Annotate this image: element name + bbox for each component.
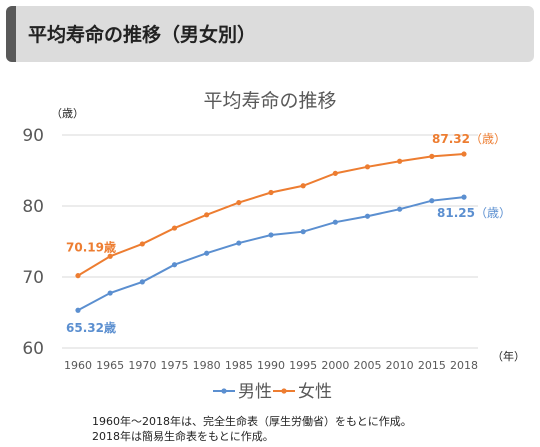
data-point-male <box>397 206 403 212</box>
annotation-male-end: 81.25（歳） <box>437 206 511 220</box>
x-tick-label: 2010 <box>386 359 414 372</box>
x-tick-label: 1970 <box>128 359 156 372</box>
chart-title: 平均寿命の推移 <box>203 90 336 112</box>
legend-label-male: 男性 <box>238 382 272 402</box>
y-tick-label: 80 <box>22 197 44 217</box>
annotation-female-end: 87.32（歳） <box>432 132 506 146</box>
header-accent <box>6 6 16 62</box>
data-point-female <box>236 199 242 206</box>
data-point-female <box>268 189 274 196</box>
legend-marker-female <box>281 388 287 394</box>
x-tick-label: 2015 <box>418 359 446 372</box>
series-line-female <box>77 153 465 277</box>
data-point-male <box>300 229 306 235</box>
data-point-female <box>429 153 435 159</box>
x-tick-label: 1980 <box>193 359 221 372</box>
data-point-male <box>429 198 435 204</box>
annotation-male-start: 65.32歳 <box>66 320 116 335</box>
source-note-1: 1960年～2018年は、完全生命表（厚生労働省）をもとに作成。 <box>92 415 412 428</box>
header-bar: 平均寿命の推移（男女別） <box>6 6 534 62</box>
data-point-male <box>332 219 338 225</box>
series-line-male <box>77 196 465 312</box>
x-tick-label: 1990 <box>257 359 285 372</box>
data-point-female <box>332 170 338 176</box>
x-tick-label: 1965 <box>96 359 124 372</box>
legend-label-female: 女性 <box>298 382 332 402</box>
y-tick-label: 60 <box>22 339 44 359</box>
x-tick-label: 1975 <box>161 359 189 372</box>
data-point-female <box>204 212 210 218</box>
data-point-female <box>75 273 81 279</box>
y-tick-label: 70 <box>22 268 44 288</box>
x-tick-label: 1960 <box>64 359 92 372</box>
data-point-female <box>364 164 371 170</box>
data-point-male <box>236 240 242 246</box>
x-tick-label: 1985 <box>225 359 253 372</box>
data-point-male <box>107 290 113 296</box>
annotation-female-start: 70.19歳 <box>66 240 116 255</box>
data-point-male <box>139 279 145 285</box>
life-expectancy-chart: 平均寿命の推移 （歳） （年） 60 70 80 90 1960 1965 1970 197… <box>22 90 525 402</box>
data-point-female <box>139 241 145 247</box>
source-note-2: 2018年は簡易生命表をもとに作成。 <box>92 430 274 443</box>
x-unit-label: （年） <box>492 349 525 363</box>
y-unit-label: （歳） <box>51 107 84 120</box>
data-point-male <box>204 250 210 256</box>
legend-marker-male <box>221 388 227 394</box>
data-point-female <box>300 183 306 189</box>
x-tick-label: 2018 <box>450 359 478 372</box>
data-point-male <box>75 307 81 313</box>
data-point-male <box>461 194 467 200</box>
data-point-female <box>461 151 467 157</box>
x-tick-label: 1995 <box>289 359 317 372</box>
x-tick-label: 2000 <box>321 359 349 372</box>
data-point-male <box>268 232 274 238</box>
x-tick-label: 2005 <box>354 359 382 372</box>
data-point-female <box>171 225 178 231</box>
y-tick-label: 90 <box>22 126 44 146</box>
data-point-female <box>107 253 113 259</box>
data-point-female <box>397 158 403 164</box>
data-point-male <box>364 213 371 219</box>
data-point-male <box>171 262 178 268</box>
page-title: 平均寿命の推移（男女別） <box>28 24 257 46</box>
